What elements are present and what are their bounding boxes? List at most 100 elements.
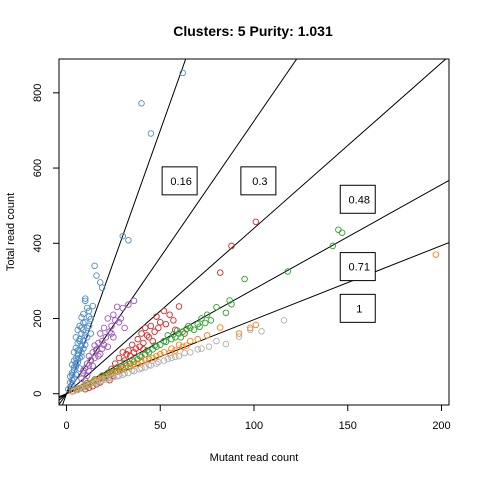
data-point — [74, 347, 81, 354]
data-point — [338, 229, 346, 237]
data-point — [155, 324, 162, 332]
data-point — [138, 330, 145, 337]
data-point — [76, 335, 83, 343]
data-point — [160, 307, 168, 315]
data-point — [186, 349, 194, 356]
data-point — [93, 272, 100, 279]
data-point — [153, 352, 160, 360]
data-point — [252, 321, 260, 329]
data-point — [110, 334, 117, 341]
data-point — [81, 332, 89, 339]
data-point — [102, 334, 110, 341]
data-point — [177, 334, 185, 341]
data-point — [143, 347, 151, 354]
y-tick-label: 0 — [32, 391, 44, 397]
data-point — [145, 349, 153, 356]
data-point — [87, 356, 95, 364]
data-point — [74, 386, 81, 394]
data-point — [119, 304, 126, 312]
data-point — [241, 275, 248, 283]
data-point — [72, 371, 80, 378]
data-point — [216, 324, 224, 331]
x-tick-label: 50 — [154, 420, 166, 432]
data-point — [126, 352, 134, 360]
data-point — [91, 262, 98, 270]
y-axis-label: Total read count — [5, 193, 17, 271]
data-point — [216, 269, 224, 276]
data-point — [78, 349, 85, 356]
data-point — [119, 349, 126, 356]
x-axis: 0 50 100 150 200 — [63, 405, 451, 432]
x-tick-label: 100 — [245, 420, 263, 432]
ratio-label: 0.71 — [349, 262, 370, 274]
data-point — [170, 317, 177, 324]
data-point — [98, 337, 106, 345]
data-point — [138, 100, 145, 107]
data-point — [160, 357, 168, 364]
data-point — [128, 367, 136, 374]
reference-line — [59, 179, 449, 399]
ratio-label-box — [339, 252, 376, 282]
y-tick-label: 200 — [32, 309, 44, 327]
data-point — [80, 345, 87, 352]
data-point — [123, 350, 130, 358]
data-point — [89, 302, 96, 310]
data-point — [108, 322, 115, 330]
data-point — [87, 330, 95, 337]
data-point — [207, 317, 215, 324]
data-point — [70, 375, 78, 382]
data-point — [171, 353, 179, 361]
data-point — [96, 279, 104, 286]
data-point — [85, 307, 93, 315]
data-point — [194, 335, 201, 343]
data-point — [168, 354, 175, 362]
data-point — [121, 324, 128, 332]
data-point — [179, 69, 186, 77]
reference-line — [61, 59, 187, 405]
data-point — [203, 311, 211, 318]
data-point — [160, 337, 168, 345]
data-point — [203, 332, 211, 339]
data-point — [179, 343, 186, 350]
data-point — [100, 341, 108, 349]
data-point — [81, 295, 89, 302]
data-point — [83, 334, 91, 341]
data-point — [235, 333, 243, 340]
data-point — [89, 349, 96, 356]
ratio-label-box — [339, 184, 376, 214]
data-point — [72, 360, 80, 367]
data-point — [95, 352, 102, 360]
y-tick-label: 600 — [32, 159, 44, 177]
data-point — [111, 360, 119, 367]
data-point — [164, 355, 171, 363]
data-point — [141, 324, 149, 332]
data-point — [81, 319, 89, 326]
y-tick-label: 800 — [32, 84, 44, 102]
ratio-label: 0.48 — [349, 194, 370, 206]
data-point — [93, 347, 100, 354]
data-point — [190, 326, 198, 334]
data-point — [78, 375, 85, 382]
data-point — [284, 268, 292, 275]
data-point — [162, 320, 170, 328]
data-point — [85, 381, 93, 389]
data-point — [111, 317, 119, 324]
data-point — [143, 332, 151, 339]
data-point — [228, 242, 235, 250]
data-point — [119, 232, 126, 240]
data-point — [108, 330, 115, 337]
data-point — [145, 334, 153, 341]
data-point — [136, 352, 143, 360]
data-point — [81, 341, 89, 349]
data-point — [166, 311, 173, 318]
plot-frame — [58, 58, 450, 406]
data-point — [113, 368, 121, 376]
data-point — [156, 350, 164, 358]
data-point — [222, 309, 230, 317]
data-point — [171, 347, 179, 354]
data-point — [181, 349, 188, 357]
data-point — [201, 319, 209, 327]
data-point — [98, 284, 106, 291]
data-point — [258, 328, 265, 335]
data-point — [113, 303, 121, 311]
